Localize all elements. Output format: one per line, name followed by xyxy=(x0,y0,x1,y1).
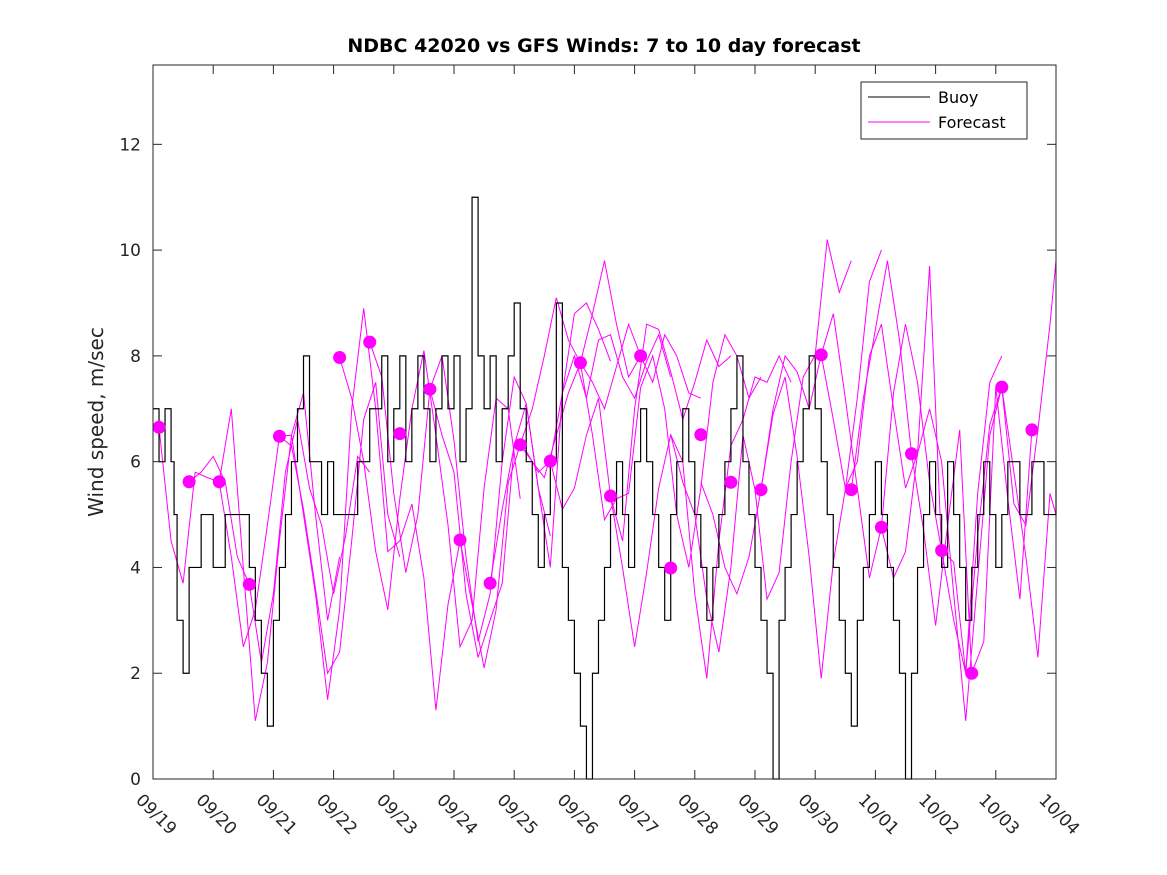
y-tick-label: 0 xyxy=(130,770,141,790)
forecast-marker xyxy=(272,429,286,443)
forecast-marker xyxy=(483,576,497,590)
forecast-marker xyxy=(694,428,708,442)
y-axis: 0 2 4 6 8 10 12 xyxy=(119,135,1056,790)
axes-box xyxy=(152,64,1057,780)
forecast-marker xyxy=(965,666,979,680)
y-tick-label: 10 xyxy=(119,241,141,261)
legend-box xyxy=(860,81,1028,140)
forecast-marker xyxy=(664,561,678,575)
forecast-marker xyxy=(814,348,828,362)
y-tick-label: 2 xyxy=(130,664,141,684)
forecast-marker xyxy=(182,475,196,489)
forecast-marker xyxy=(242,577,256,591)
forecast-line-1 xyxy=(188,419,371,663)
forecast-marker xyxy=(363,335,377,349)
forecast-marker xyxy=(935,544,949,558)
forecast-marker xyxy=(724,475,738,489)
y-tick-label: 6 xyxy=(130,453,141,473)
forecast-line-11 xyxy=(579,333,762,568)
axes-background xyxy=(153,65,1056,779)
forecast-marker xyxy=(844,483,858,497)
forecast-line-3 xyxy=(279,308,461,711)
forecast-line-6 xyxy=(429,302,611,658)
forecast-marker xyxy=(634,349,648,363)
buoy-line xyxy=(153,196,1057,780)
chart-title: NDBC 42020 vs GFS Winds: 7 to 10 day for… xyxy=(347,35,860,57)
y-tick-label: 8 xyxy=(130,347,141,367)
forecast-line-10 xyxy=(549,323,732,542)
forecast-line-9 xyxy=(519,297,702,445)
y-axis-label: Wind speed, m/sec xyxy=(84,327,108,517)
forecast-marker xyxy=(754,483,768,497)
forecast-marker xyxy=(604,489,618,503)
y-tick-label: 12 xyxy=(119,135,141,155)
forecast-marker xyxy=(453,533,467,547)
forecast-marker xyxy=(393,427,407,441)
forecast-marker xyxy=(212,475,226,489)
forecast-marker xyxy=(905,447,919,461)
forecast-marker xyxy=(995,380,1009,394)
forecast-marker xyxy=(874,520,888,534)
forecast-line-2 xyxy=(218,382,401,675)
forecast-marker xyxy=(573,356,587,370)
plot-area: 09/19 09/20 09/21 09/22 09/23 09/24 09/25 09/26… xyxy=(119,64,1083,839)
forecast-marker xyxy=(333,350,347,364)
forecast-line-17 xyxy=(850,260,1033,674)
forecast-marker xyxy=(152,420,166,434)
forecast-marker xyxy=(1025,423,1039,437)
y-tick-label: 4 xyxy=(130,558,141,578)
forecast-line-15 xyxy=(760,313,943,579)
forecast-marker xyxy=(543,454,557,468)
series-layer xyxy=(152,196,1057,780)
forecast-line-12 xyxy=(610,354,792,679)
forecast-marker xyxy=(423,382,437,396)
forecast-marker xyxy=(513,438,527,452)
legend-label-buoy: Buoy xyxy=(938,88,978,107)
legend-label-forecast: Forecast xyxy=(938,113,1006,132)
legend: Buoy Forecast xyxy=(860,81,1028,140)
